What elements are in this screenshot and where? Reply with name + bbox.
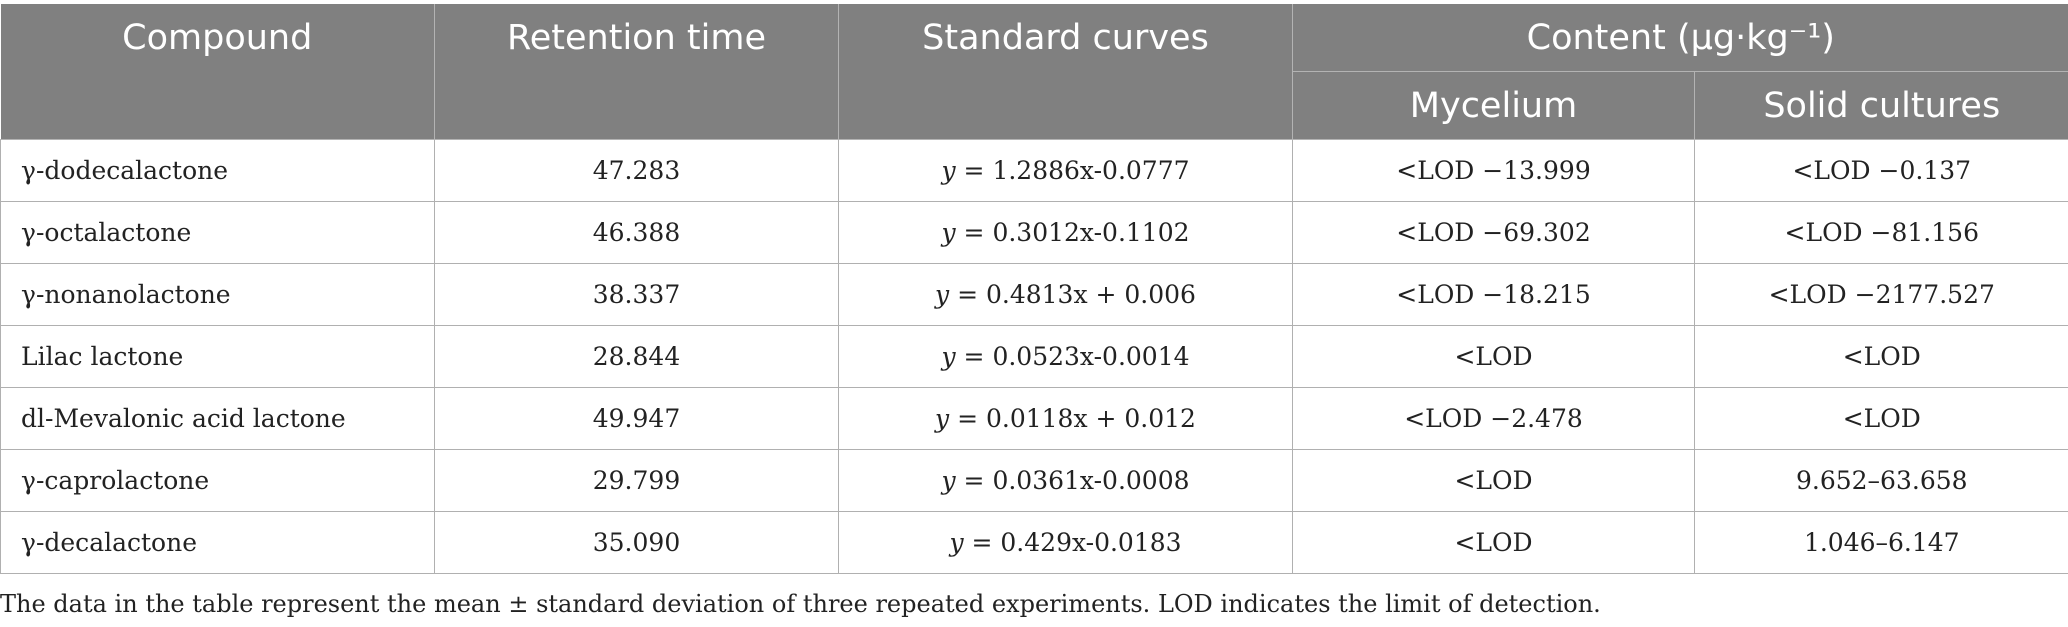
cell-compound: γ-dodecalactone — [0, 139, 435, 202]
cell-standard-curve: y = 1.2886x-0.0777 — [838, 139, 1293, 202]
cell-compound: γ-nonanolactone — [0, 263, 435, 326]
cell-retention-time: 46.388 — [434, 201, 839, 264]
cell-standard-curve: y = 0.429x-0.0183 — [838, 511, 1293, 574]
cell-retention-time: 47.283 — [434, 139, 839, 202]
cell-compound: γ-octalactone — [0, 201, 435, 264]
cell-solid-cultures: 9.652–63.658 — [1694, 449, 2068, 512]
curve-equation: = 0.4813x + 0.006 — [949, 280, 1196, 309]
curve-variable: y — [941, 218, 956, 247]
cell-mycelium: <LOD — [1292, 325, 1695, 388]
header-compound: Compound — [0, 4, 435, 140]
cell-mycelium: <LOD −2.478 — [1292, 387, 1695, 450]
curve-variable: y — [941, 466, 956, 495]
table-row: Lilac lactone 28.844 y = 0.0523x-0.0014 <LO… — [0, 325, 2068, 388]
table-header: Compound Retention time Standard curves … — [0, 4, 2068, 140]
curve-equation: = 1.2886x-0.0777 — [955, 156, 1190, 185]
cell-retention-time: 28.844 — [434, 325, 839, 388]
curve-variable: y — [935, 404, 950, 433]
cell-solid-cultures: <LOD −0.137 — [1694, 139, 2068, 202]
curve-equation: = 0.3012x-0.1102 — [955, 218, 1190, 247]
cell-retention-time: 35.090 — [434, 511, 839, 574]
cell-standard-curve: y = 0.4813x + 0.006 — [838, 263, 1293, 326]
header-content: Content (μg·kg⁻¹) — [1292, 4, 2068, 72]
cell-retention-time: 49.947 — [434, 387, 839, 450]
curve-equation: = 0.429x-0.0183 — [963, 528, 1182, 557]
curve-variable: y — [935, 280, 950, 309]
cell-mycelium: <LOD — [1292, 511, 1695, 574]
cell-retention-time: 29.799 — [434, 449, 839, 512]
cell-standard-curve: y = 0.0118x + 0.012 — [838, 387, 1293, 450]
cell-mycelium: <LOD −13.999 — [1292, 139, 1695, 202]
cell-compound: dl-Mevalonic acid lactone — [0, 387, 435, 450]
header-standard-curves: Standard curves — [838, 4, 1293, 140]
cell-solid-cultures: <LOD — [1694, 325, 2068, 388]
curve-equation: = 0.0523x-0.0014 — [955, 342, 1190, 371]
table-body: γ-dodecalactone 47.283 y = 1.2886x-0.0777 <… — [0, 139, 2068, 574]
cell-compound: γ-caprolactone — [0, 449, 435, 512]
table-row: γ-decalactone 35.090 y = 0.429x-0.0183 <LOD… — [0, 511, 2068, 574]
cell-mycelium: <LOD — [1292, 449, 1695, 512]
cell-solid-cultures: <LOD −81.156 — [1694, 201, 2068, 264]
cell-solid-cultures: <LOD — [1694, 387, 2068, 450]
curve-equation: = 0.0118x + 0.012 — [949, 404, 1196, 433]
table-row: γ-octalactone 46.388 y = 0.3012x-0.1102 <LO… — [0, 201, 2068, 264]
cell-compound: γ-decalactone — [0, 511, 435, 574]
table-row: dl-Mevalonic acid lactone 49.947 y = 0.011… — [0, 387, 2068, 450]
cell-solid-cultures: <LOD −2177.527 — [1694, 263, 2068, 326]
lactone-content-table: Compound Retention time Standard curves … — [0, 4, 2068, 574]
table-footnote: The data in the table represent the mean… — [0, 590, 1601, 618]
header-retention-time: Retention time — [434, 4, 839, 140]
curve-variable: y — [941, 156, 956, 185]
table-row: γ-caprolactone 29.799 y = 0.0361x-0.0008 <L… — [0, 449, 2068, 512]
curve-variable: y — [949, 528, 964, 557]
header-mycelium: Mycelium — [1292, 71, 1695, 140]
cell-standard-curve: y = 0.3012x-0.1102 — [838, 201, 1293, 264]
table-row: γ-dodecalactone 47.283 y = 1.2886x-0.0777 <… — [0, 139, 2068, 202]
data-table-container: Compound Retention time Standard curves … — [0, 4, 2068, 574]
header-solid-cultures: Solid cultures — [1694, 71, 2068, 140]
cell-mycelium: <LOD −69.302 — [1292, 201, 1695, 264]
cell-compound: Lilac lactone — [0, 325, 435, 388]
curve-variable: y — [941, 342, 956, 371]
curve-equation: = 0.0361x-0.0008 — [955, 466, 1190, 495]
cell-solid-cultures: 1.046–6.147 — [1694, 511, 2068, 574]
cell-standard-curve: y = 0.0523x-0.0014 — [838, 325, 1293, 388]
cell-retention-time: 38.337 — [434, 263, 839, 326]
cell-mycelium: <LOD −18.215 — [1292, 263, 1695, 326]
table-row: γ-nonanolactone 38.337 y = 0.4813x + 0.006… — [0, 263, 2068, 326]
cell-standard-curve: y = 0.0361x-0.0008 — [838, 449, 1293, 512]
